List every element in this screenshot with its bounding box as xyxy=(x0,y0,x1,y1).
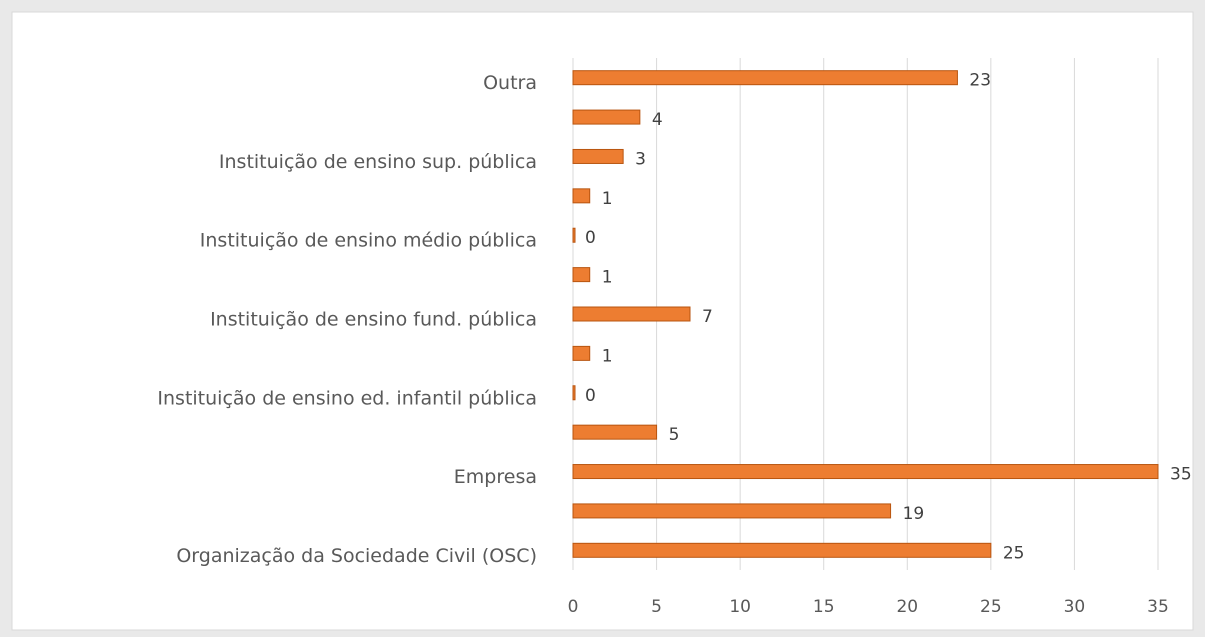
data-label: 3 xyxy=(635,149,646,169)
data-label: 1 xyxy=(602,268,613,288)
x-tick-label: 5 xyxy=(651,597,662,617)
data-label: 0 xyxy=(585,386,596,406)
data-label: 4 xyxy=(652,110,663,130)
bar xyxy=(572,70,958,86)
data-label: 19 xyxy=(903,504,925,524)
y-tick-label: Outra xyxy=(483,72,537,94)
bar xyxy=(572,267,591,283)
data-label: 23 xyxy=(969,71,991,91)
bar xyxy=(572,188,591,204)
data-label: 7 xyxy=(702,307,713,327)
y-tick-label: Instituição de ensino fund. pública xyxy=(210,309,537,331)
x-tick-label: 10 xyxy=(729,597,751,617)
y-tick-label: Instituição de ensino sup. pública xyxy=(219,151,537,173)
bar xyxy=(572,503,892,519)
data-label: 5 xyxy=(669,425,680,445)
bar xyxy=(572,542,992,558)
x-tick-label: 0 xyxy=(568,597,579,617)
data-label: 35 xyxy=(1170,465,1192,485)
bar xyxy=(572,345,591,361)
x-tick-label: 25 xyxy=(980,597,1002,617)
data-label: 1 xyxy=(602,189,613,209)
y-tick-label: Empresa xyxy=(454,466,537,488)
y-tick-label: Instituição de ensino médio pública xyxy=(200,230,537,252)
data-label: 25 xyxy=(1003,543,1025,563)
bar xyxy=(572,306,691,322)
data-label: 0 xyxy=(585,228,596,248)
bar xyxy=(572,227,576,243)
y-tick-label: Organização da Sociedade Civil (OSC) xyxy=(176,545,537,567)
bar xyxy=(572,148,624,164)
bar xyxy=(572,385,576,401)
x-tick-label: 20 xyxy=(896,597,918,617)
x-tick-label: 15 xyxy=(813,597,835,617)
x-tick-label: 30 xyxy=(1064,597,1086,617)
bar xyxy=(572,464,1159,480)
bar xyxy=(572,424,658,440)
bar xyxy=(572,109,641,125)
data-label: 1 xyxy=(602,346,613,366)
x-tick-label: 35 xyxy=(1147,597,1169,617)
y-tick-label: Instituição de ensino ed. infantil públi… xyxy=(157,387,537,409)
